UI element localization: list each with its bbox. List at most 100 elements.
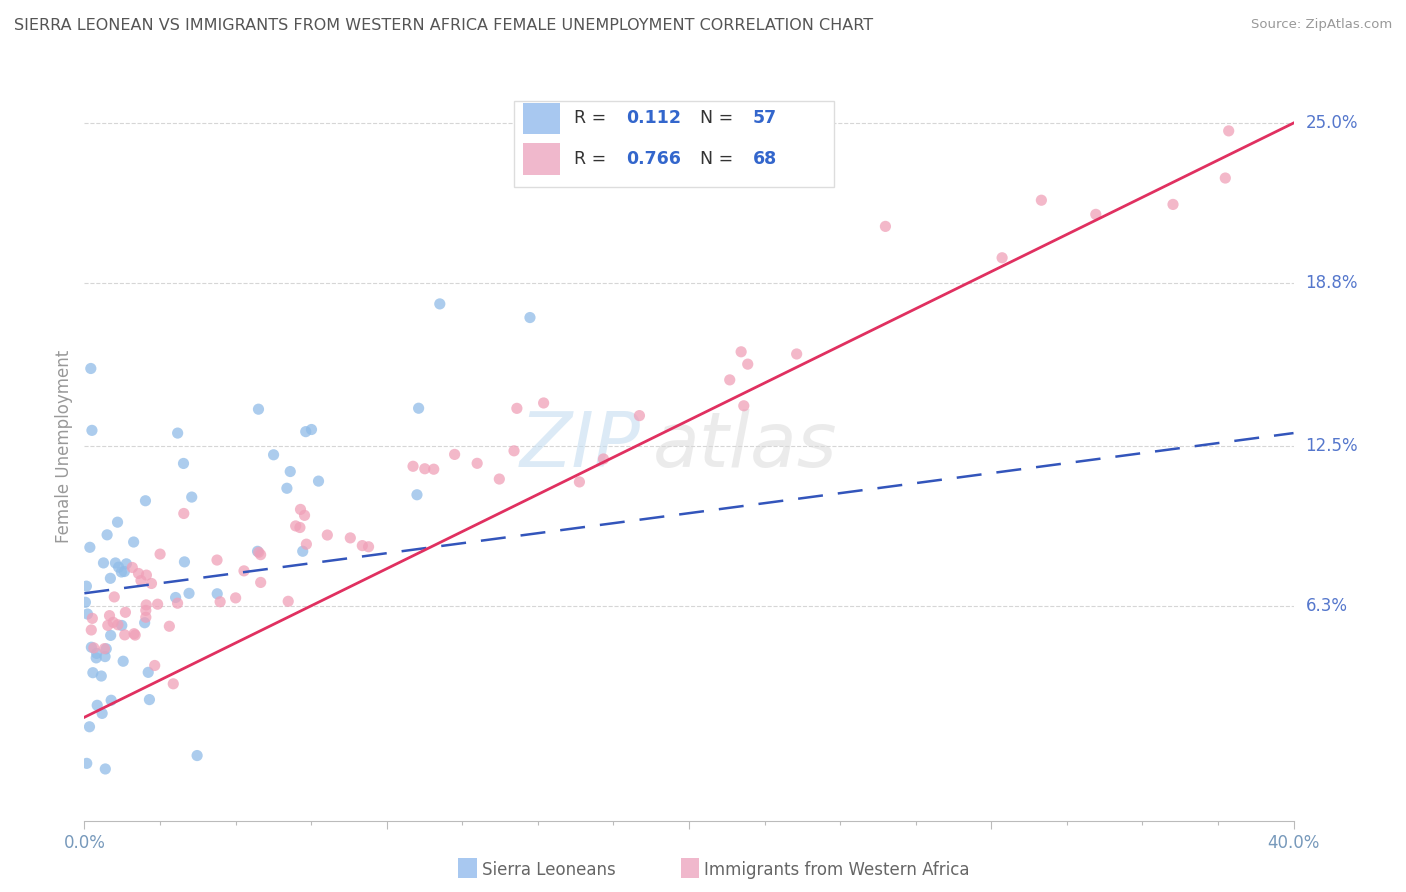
Point <box>284 519 307 533</box>
Point <box>568 475 591 489</box>
Point <box>1213 171 1236 186</box>
Point <box>134 615 156 630</box>
Point <box>249 575 271 590</box>
Text: 12.5%: 12.5% <box>1306 437 1358 455</box>
Point <box>875 219 897 234</box>
Point <box>413 462 436 476</box>
Point <box>278 465 301 479</box>
Point <box>93 556 115 570</box>
Point <box>98 608 121 623</box>
Point <box>1084 207 1107 221</box>
Point <box>276 481 298 495</box>
Text: R =: R = <box>574 110 612 128</box>
Point <box>173 457 195 471</box>
Point <box>991 251 1014 265</box>
Point <box>80 423 103 437</box>
Point <box>122 535 145 549</box>
Point <box>110 565 132 579</box>
Point <box>76 607 98 621</box>
Point <box>143 658 166 673</box>
Point <box>94 762 117 776</box>
Point <box>295 537 318 551</box>
Point <box>141 576 163 591</box>
Point <box>173 555 195 569</box>
Point <box>97 618 120 632</box>
Point <box>408 401 430 416</box>
Point <box>128 566 150 581</box>
Text: 18.8%: 18.8% <box>1306 274 1358 293</box>
Point <box>93 641 115 656</box>
Point <box>162 677 184 691</box>
Point <box>205 587 228 601</box>
Point <box>429 297 451 311</box>
Point <box>96 528 118 542</box>
FancyBboxPatch shape <box>523 103 560 134</box>
Text: 0.766: 0.766 <box>626 150 681 168</box>
Point <box>533 396 555 410</box>
Point <box>107 560 129 574</box>
Point <box>406 488 429 502</box>
Point <box>79 541 101 555</box>
Text: Sierra Leoneans: Sierra Leoneans <box>482 861 616 879</box>
Point <box>177 586 200 600</box>
Point <box>107 617 129 632</box>
Point <box>733 399 755 413</box>
Point <box>352 539 374 553</box>
Point <box>75 595 97 609</box>
Point <box>249 548 271 562</box>
Point <box>104 556 127 570</box>
Point <box>75 579 97 593</box>
Point <box>519 310 541 325</box>
Point <box>180 490 202 504</box>
Point <box>157 619 180 633</box>
Point <box>94 649 117 664</box>
Point <box>786 347 808 361</box>
Point <box>114 628 136 642</box>
Point <box>112 654 135 668</box>
Point <box>465 456 488 470</box>
Point <box>308 474 330 488</box>
Point <box>82 611 104 625</box>
Point <box>1031 193 1053 207</box>
Text: ZIP: ZIP <box>520 409 641 483</box>
Text: 68: 68 <box>754 150 778 168</box>
Point <box>114 605 136 619</box>
Point <box>80 361 103 376</box>
Text: Source: ZipAtlas.com: Source: ZipAtlas.com <box>1251 18 1392 31</box>
Point <box>100 693 122 707</box>
Point <box>225 591 247 605</box>
Point <box>112 565 135 579</box>
Point <box>136 665 159 680</box>
Point <box>80 640 103 655</box>
Point <box>122 626 145 640</box>
Point <box>263 448 285 462</box>
Point <box>1161 197 1184 211</box>
Point <box>121 560 143 574</box>
Point <box>100 628 122 642</box>
Point <box>422 462 444 476</box>
Point <box>301 423 323 437</box>
Point <box>488 472 510 486</box>
Text: R =: R = <box>574 150 612 168</box>
Text: atlas: atlas <box>652 409 837 483</box>
Point <box>124 628 146 642</box>
Point <box>443 447 465 461</box>
Point <box>166 596 188 610</box>
Point <box>506 401 529 416</box>
Point <box>82 665 104 680</box>
Point <box>90 669 112 683</box>
Point <box>115 557 138 571</box>
Point <box>84 651 107 665</box>
Point <box>138 692 160 706</box>
Point <box>173 507 195 521</box>
Point <box>316 528 339 542</box>
Point <box>149 547 172 561</box>
FancyBboxPatch shape <box>513 102 834 187</box>
Point <box>277 594 299 608</box>
Point <box>134 493 156 508</box>
Point <box>291 544 314 558</box>
Text: Immigrants from Western Africa: Immigrants from Western Africa <box>704 861 970 879</box>
Point <box>100 571 122 585</box>
Point <box>111 618 134 632</box>
Point <box>146 597 169 611</box>
